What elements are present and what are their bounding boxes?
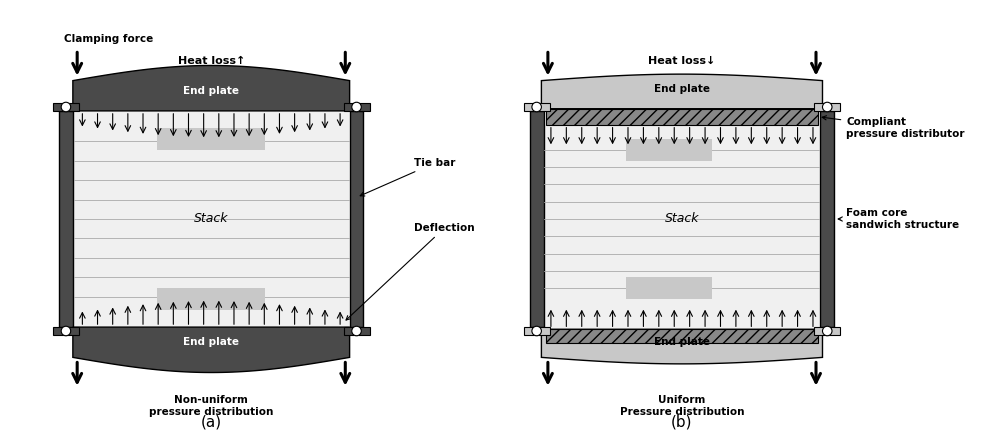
FancyBboxPatch shape: [814, 327, 840, 335]
FancyBboxPatch shape: [53, 103, 79, 111]
Text: End plate: End plate: [183, 86, 240, 96]
FancyBboxPatch shape: [74, 111, 349, 327]
Text: Heat loss↓: Heat loss↓: [648, 56, 716, 66]
Text: Deflection: Deflection: [346, 223, 475, 320]
FancyBboxPatch shape: [344, 103, 370, 111]
FancyBboxPatch shape: [546, 329, 818, 343]
Text: Stack: Stack: [194, 212, 229, 226]
FancyBboxPatch shape: [59, 111, 73, 327]
FancyBboxPatch shape: [626, 277, 713, 299]
Text: (b): (b): [671, 415, 693, 430]
Circle shape: [822, 102, 832, 112]
FancyBboxPatch shape: [157, 288, 265, 310]
Circle shape: [822, 326, 832, 336]
Circle shape: [352, 102, 361, 112]
FancyBboxPatch shape: [814, 103, 840, 111]
Text: End plate: End plate: [654, 337, 710, 347]
Text: (a): (a): [201, 415, 222, 430]
FancyBboxPatch shape: [524, 327, 550, 335]
Text: Clamping force: Clamping force: [65, 34, 153, 44]
Text: End plate: End plate: [654, 84, 710, 94]
FancyBboxPatch shape: [344, 327, 370, 335]
Text: Heat loss↑: Heat loss↑: [178, 56, 245, 66]
Circle shape: [532, 326, 542, 336]
Text: Stack: Stack: [665, 212, 699, 226]
FancyBboxPatch shape: [524, 103, 550, 111]
FancyBboxPatch shape: [530, 111, 544, 327]
Text: Compliant
pressure distributor: Compliant pressure distributor: [822, 116, 965, 139]
Circle shape: [352, 326, 361, 336]
Circle shape: [62, 102, 71, 112]
Text: Non-uniform
pressure distribution: Non-uniform pressure distribution: [149, 396, 273, 417]
Text: End plate: End plate: [183, 337, 240, 347]
Polygon shape: [73, 66, 350, 111]
FancyBboxPatch shape: [53, 327, 79, 335]
Polygon shape: [73, 327, 350, 372]
Text: Tie bar: Tie bar: [360, 158, 456, 196]
Text: Foam core
sandwich structure: Foam core sandwich structure: [838, 208, 959, 230]
FancyBboxPatch shape: [350, 111, 364, 327]
Polygon shape: [542, 329, 822, 364]
FancyBboxPatch shape: [157, 128, 265, 150]
Circle shape: [62, 326, 71, 336]
FancyBboxPatch shape: [626, 139, 713, 161]
Text: Uniform
Pressure distribution: Uniform Pressure distribution: [619, 396, 745, 417]
FancyBboxPatch shape: [546, 109, 818, 125]
Polygon shape: [542, 74, 822, 109]
FancyBboxPatch shape: [545, 125, 819, 329]
FancyBboxPatch shape: [820, 111, 834, 327]
Circle shape: [532, 102, 542, 112]
